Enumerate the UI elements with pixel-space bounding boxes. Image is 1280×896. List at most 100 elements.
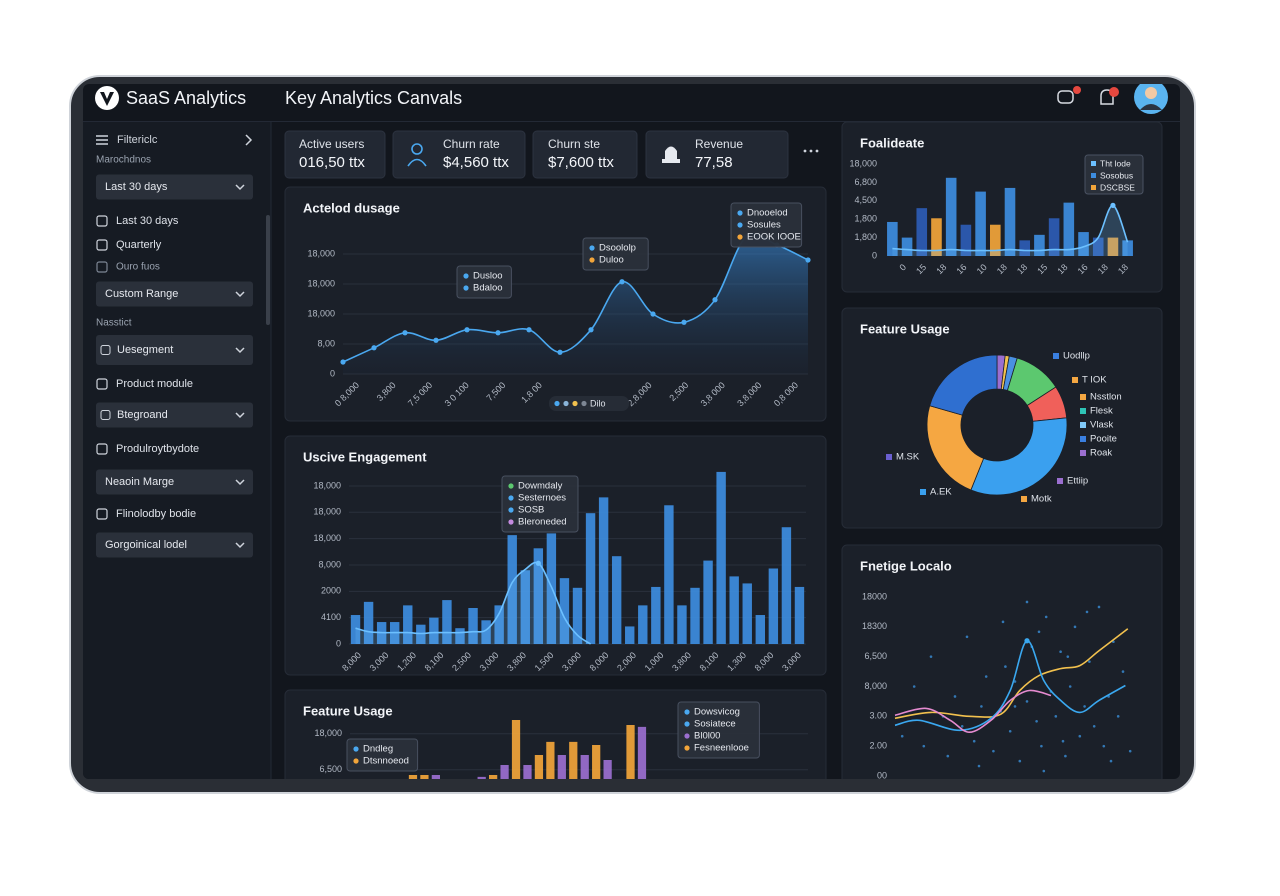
area-point (371, 345, 377, 351)
dropdown[interactable] (96, 469, 253, 495)
chat-icon[interactable] (1057, 86, 1081, 104)
area-point (495, 330, 501, 336)
panel-title: Foalideate (860, 135, 924, 150)
dropdown-label[interactable]: Last 30 days (105, 181, 168, 193)
kpi-label: Active users (299, 137, 364, 151)
more-icon[interactable] (809, 149, 813, 153)
bar (755, 615, 766, 644)
legend-swatch (1080, 450, 1086, 456)
y-tick-label: 3.00 (869, 711, 887, 721)
scatter-point (1116, 715, 1120, 718)
tooltip-dot (737, 234, 743, 240)
kpi-icon (665, 146, 677, 161)
tooltip-dot (508, 519, 514, 525)
bar (625, 626, 635, 644)
bar (500, 765, 509, 779)
bar (975, 191, 986, 256)
tooltip-dot (684, 733, 690, 739)
tooltip (730, 202, 803, 248)
scatter-point (1004, 665, 1007, 668)
scatter-line (894, 689, 1052, 734)
tooltip-dot (353, 758, 359, 764)
sidebar-item[interactable]: Flinolodby bodie (116, 508, 196, 520)
x-tick-label: 0 (897, 262, 908, 273)
sidebar-item[interactable]: Produlroytbydote (116, 443, 199, 455)
bar (468, 608, 478, 644)
dropdown[interactable] (96, 402, 253, 428)
kpi-label: Churn ste (548, 137, 600, 151)
area-line (342, 232, 809, 363)
y-tick-label: 0 (330, 368, 335, 378)
bar (489, 775, 498, 779)
scatter-point (984, 675, 988, 678)
item-icon (96, 215, 108, 227)
legend-label: Sosobus (1100, 170, 1133, 180)
area-point (526, 327, 532, 333)
tooltip (456, 265, 512, 299)
scatter-point (1128, 749, 1132, 753)
scatter-point (1035, 720, 1038, 723)
scatter-point (1073, 625, 1077, 629)
kpi-value: $7,600 ttx (548, 154, 614, 171)
dropdown[interactable] (96, 281, 253, 307)
y-tick-label: 18000 (862, 591, 887, 601)
bar (350, 615, 361, 644)
bar (626, 725, 635, 779)
sidebar-item[interactable]: Last 30 days (116, 215, 179, 227)
dropdown[interactable] (96, 532, 253, 558)
kpi-icon (407, 158, 427, 167)
scatter-point (1008, 729, 1012, 733)
tooltip (346, 738, 419, 772)
tooltip-dot (737, 210, 743, 216)
sidebar (83, 122, 271, 779)
area-point (619, 279, 625, 285)
chip-dot (581, 400, 587, 407)
dropdown[interactable] (96, 335, 253, 365)
screen: SaaS Analytics Key Analytics Canvals Fil… (83, 80, 1180, 779)
bar (742, 583, 752, 644)
bar (592, 745, 601, 779)
item-icon (96, 239, 108, 251)
bar (403, 605, 413, 644)
dropdown-label[interactable]: Gorgoinical lodel (105, 539, 187, 551)
legend-swatch (1091, 173, 1096, 178)
bell-icon[interactable] (1100, 87, 1119, 105)
bar (477, 776, 486, 779)
dropdown-label[interactable]: Custom Range (105, 288, 178, 300)
sidebar-item[interactable]: Quarterly (116, 239, 162, 251)
y-tick-label: 18,000 (307, 248, 335, 258)
chip-dot (572, 400, 578, 407)
dropdown-label[interactable]: Neaoin Marge (105, 476, 174, 488)
dropdown-label[interactable]: Uesegment (117, 344, 173, 356)
scatter-point (1054, 715, 1058, 718)
more-icon[interactable] (803, 149, 807, 153)
sidebar-item[interactable]: Product module (116, 378, 193, 390)
sidebar-item[interactable]: Ouro fuos (116, 262, 160, 273)
bar (677, 605, 687, 644)
scatter-point (1001, 620, 1005, 624)
chevron (245, 134, 253, 146)
logo-mark (100, 92, 114, 106)
bar (420, 775, 429, 779)
bar (931, 218, 942, 256)
bar (442, 600, 452, 644)
more-icon[interactable] (815, 149, 819, 153)
tooltip-label: Bdaloo (473, 283, 503, 294)
bar (557, 755, 566, 779)
avatar[interactable] (1134, 80, 1168, 114)
y-tick-label: 6,500 (319, 764, 342, 774)
tooltip-dot (684, 721, 690, 727)
bar (703, 560, 713, 644)
bar (1078, 232, 1089, 256)
area-point (650, 311, 656, 317)
legend-swatch (1080, 394, 1086, 400)
bar (429, 617, 439, 644)
dropdown-label[interactable]: Btegroand (117, 409, 168, 421)
scatter-point (1066, 655, 1070, 658)
scatter-point (1059, 650, 1062, 653)
scatter-point (1044, 615, 1048, 619)
tooltip-label: Sosiatece (694, 719, 736, 730)
y-tick-label: 18,000 (313, 507, 341, 517)
bar (664, 505, 674, 644)
dropdown[interactable] (96, 174, 253, 200)
